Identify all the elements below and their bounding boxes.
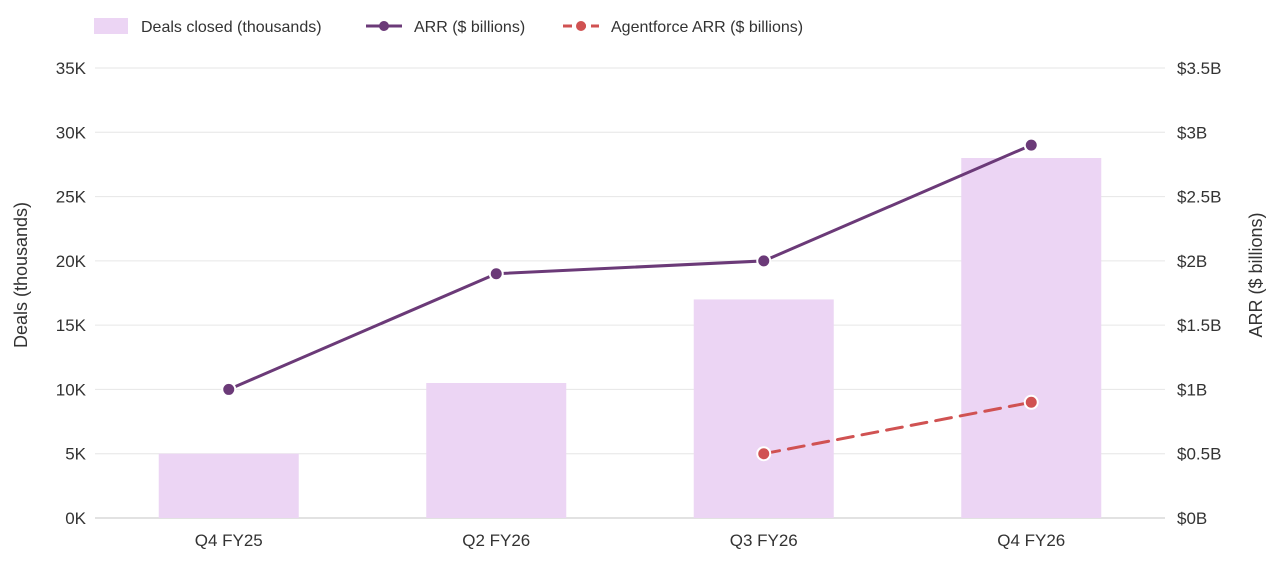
arr-point <box>756 253 772 269</box>
agentforce-arr-line <box>762 400 1033 456</box>
right-tick-label: $0B <box>1177 509 1207 528</box>
agentforce-arr-point <box>1023 394 1039 410</box>
bar-deals-closed <box>158 453 299 518</box>
right-tick-label: $2B <box>1177 252 1207 271</box>
legend-label-deals-closed: Deals closed (thousands) <box>141 19 322 36</box>
left-tick-label: 0K <box>65 509 86 528</box>
arr-line <box>227 143 1033 391</box>
legend-label-agentforce-arr: Agentforce ARR ($ billions) <box>611 19 803 36</box>
legend-label-arr: ARR ($ billions) <box>414 19 525 36</box>
x-tick-label: Q4 FY25 <box>195 531 263 550</box>
left-y-axis: 0K 5K 10K 15K 20K 25K 30K 35K <box>56 59 87 528</box>
left-tick-label: 35K <box>56 59 87 78</box>
right-tick-label: $1.5B <box>1177 316 1221 335</box>
left-tick-label: 30K <box>56 123 87 142</box>
arr-point <box>221 381 237 397</box>
x-tick-label: Q2 FY26 <box>462 531 530 550</box>
legend-marker-agentforce-arr <box>576 21 586 31</box>
bar-series <box>158 158 1102 518</box>
arr-point <box>1023 137 1039 153</box>
left-tick-label: 5K <box>65 445 86 464</box>
legend: Deals closed (thousands) ARR ($ billions)… <box>94 18 803 36</box>
right-tick-label: $0.5B <box>1177 445 1221 464</box>
right-y-axis: $0B $0.5B $1B $1.5B $2B $2.5B $3B $3.5B <box>1177 59 1221 528</box>
left-tick-label: 20K <box>56 252 87 271</box>
arr-point <box>488 266 504 282</box>
left-tick-label: 25K <box>56 188 87 207</box>
agentforce-arr-point <box>756 446 772 462</box>
x-tick-label: Q4 FY26 <box>997 531 1065 550</box>
right-tick-label: $3.5B <box>1177 59 1221 78</box>
line-series <box>221 137 1039 462</box>
left-tick-label: 15K <box>56 316 87 335</box>
bar-deals-closed <box>961 158 1102 518</box>
legend-marker-arr <box>379 21 389 31</box>
left-axis-title: Deals (thousands) <box>11 202 31 348</box>
bar-deals-closed <box>426 383 567 518</box>
legend-swatch-deals-closed <box>94 18 128 34</box>
right-tick-label: $3B <box>1177 123 1207 142</box>
right-axis-title: ARR ($ billions) <box>1246 212 1266 337</box>
bar-deals-closed <box>693 299 834 518</box>
x-tick-label: Q3 FY26 <box>730 531 798 550</box>
x-axis: Q4 FY25 Q2 FY26 Q3 FY26 Q4 FY26 <box>195 531 1066 550</box>
right-tick-label: $1B <box>1177 380 1207 399</box>
left-tick-label: 10K <box>56 380 87 399</box>
right-tick-label: $2.5B <box>1177 188 1221 207</box>
